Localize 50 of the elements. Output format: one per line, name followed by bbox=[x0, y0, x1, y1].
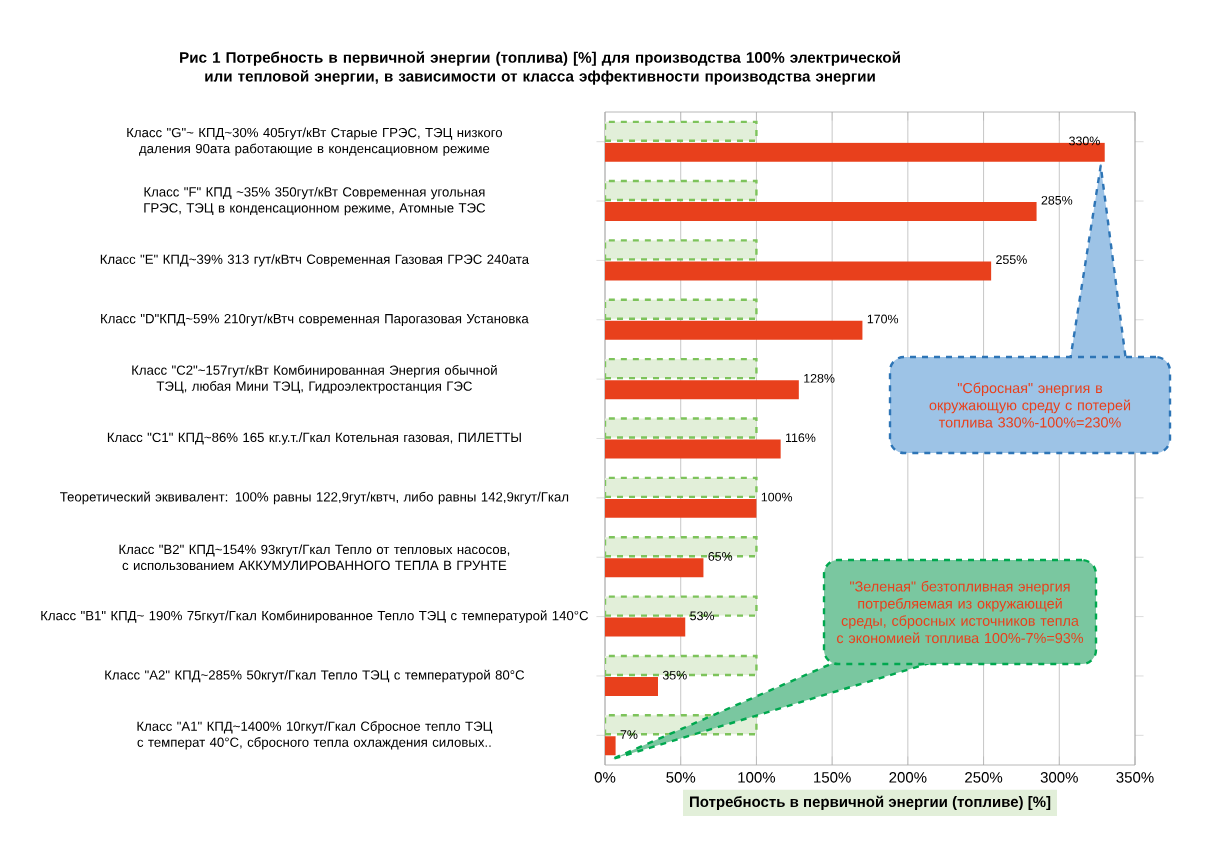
y-tick-label: Класс "G"~ КПД~30% 405гут/кВт Старые ГРЭС, ТЭЦ низкого даления 90ата работающие в конденсациовном режиме bbox=[127, 127, 503, 156]
bar bbox=[605, 558, 704, 578]
y-tick-label: Класс "B2" КПД~154% 93кгут/Гкал Тепло от тепловых насосов, с использованием АККУМУЛИРОВАННОГО ТЕПЛА В ГРУНТЕ bbox=[119, 544, 510, 571]
data-label: 170% bbox=[867, 314, 899, 324]
x-tick-label: 200% bbox=[889, 772, 927, 783]
bar bbox=[605, 239, 758, 261]
bar bbox=[605, 736, 616, 756]
bar bbox=[605, 380, 799, 400]
y-tick-label: Класс "D"КПД~59% 210гут/кВтч современная Парогазовая Установка bbox=[101, 313, 529, 326]
x-tick-label: 0% bbox=[594, 772, 616, 783]
data-label: 53% bbox=[690, 611, 715, 621]
data-label: 65% bbox=[708, 552, 733, 561]
y-tick-label: Класс "F" КПД ~35% 350гут/кВт Современная угольная ГРЭС, ТЭЦ в конденсационном режиме, Атомные ТЭС bbox=[144, 186, 486, 216]
x-tick-label: 250% bbox=[965, 772, 1003, 783]
x-tick-label: 300% bbox=[1040, 772, 1078, 783]
x-tick-label: 100% bbox=[738, 772, 776, 783]
y-tick-label: Теоретический эквивалент: 100% равны 122,9гут/квтч, либо равны 142,9кгут/Гкал bbox=[60, 491, 569, 505]
x-axis-title: Потребность в первичной энергии (топливе) [%] bbox=[690, 795, 1051, 811]
bar bbox=[605, 298, 758, 320]
y-tick-label: Класс "C2"~157гут/кВт Комбинированная Энергия обычной ТЭЦ, любая Мини ТЭЦ, Гидроэлектростанция ГЭС bbox=[132, 364, 497, 394]
chart-title: Рис 1 Потребность в первичной энергии (топлива) [%] для производства 100% электрической или тепловой энергии, в зависимости от класса эффективности производства энергии bbox=[180, 51, 900, 85]
bar bbox=[605, 498, 757, 518]
bar bbox=[605, 357, 758, 380]
annotation: "Зеленая" безтопливная энергия потребляемая из окружающей среды, сбросных источников тепла с экономией топлива 100%-7%=93% bbox=[836, 580, 1084, 644]
bar bbox=[605, 617, 686, 637]
y-tick-label: Класс "A1" КПД~1400% 10гкут/Гкал Сбросное тепло ТЭЦ с температ 40°С, сбросного тепла охлаждения силовых.. bbox=[137, 721, 493, 750]
bar bbox=[605, 439, 781, 459]
bar bbox=[605, 179, 758, 202]
data-label: 128% bbox=[804, 373, 835, 383]
data-label: 255% bbox=[996, 255, 1027, 265]
y-tick-label: Класс "E" КПД~39% 313 гут/кВтч Современная Газовая ГРЭС 240ата bbox=[100, 254, 530, 267]
data-label: 7% bbox=[620, 730, 638, 739]
bar bbox=[605, 202, 1037, 222]
bar bbox=[605, 417, 758, 439]
bar bbox=[605, 676, 658, 696]
y-tick-label: Класс "B1" КПД~ 190% 75гкут/Гкал Комбинированное Тепло ТЭЦ с температурой 140°С bbox=[41, 610, 589, 623]
y-tick-label: Класс "A2" КПД~285% 50кгут/Гкал Тепло ТЭЦ с температурой 80°С bbox=[105, 669, 525, 683]
bar bbox=[605, 476, 758, 499]
data-label: 35% bbox=[662, 670, 687, 680]
bar bbox=[605, 320, 863, 340]
annotation: "Сбросная" энергия в окружающую среду с потерей топлива 330%-100%=230% bbox=[929, 382, 1131, 428]
bar bbox=[605, 120, 758, 142]
data-label: 116% bbox=[786, 433, 816, 443]
x-tick-label: 350% bbox=[1116, 772, 1154, 783]
data-label: 285% bbox=[1041, 195, 1073, 205]
data-label: 100% bbox=[761, 492, 793, 502]
x-tick-label: 50% bbox=[666, 772, 696, 783]
y-tick-label: Класс "C1" КПД~86% 165 кг.у.т./Гкал Котельная газовая, ПИЛЕТТЫ bbox=[107, 432, 521, 445]
x-tick-label: 150% bbox=[814, 772, 851, 783]
bar bbox=[605, 261, 992, 281]
